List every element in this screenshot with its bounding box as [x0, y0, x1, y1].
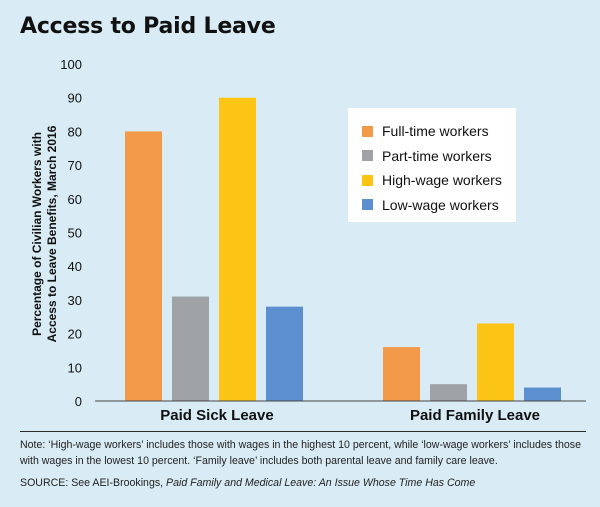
bar-chart: 0 10 20 30 40 50 60 70 80 90 100 Paid Sick Leave P…	[30, 57, 586, 424]
legend-swatch-part-time	[362, 150, 373, 162]
bar	[430, 384, 467, 401]
legend-item-full-time: Full-time workers	[362, 119, 516, 144]
legend-label-low-wage: Low-wage workers	[382, 196, 499, 213]
bar	[524, 387, 561, 401]
bar	[219, 97, 256, 401]
y-tick-label: 0	[75, 394, 82, 409]
legend-swatch-low-wage	[362, 199, 373, 211]
source-title: Paid Family and Medical Leave: An Issue …	[166, 477, 476, 489]
y-tick-label: 100	[60, 57, 82, 72]
legend-item-low-wage: Low-wage workers	[362, 193, 516, 218]
y-tick-label: 80	[68, 124, 82, 139]
y-tick-label: 30	[68, 293, 82, 308]
legend-label-high-wage: High-wage workers	[382, 172, 502, 189]
bars	[125, 97, 561, 401]
bar	[383, 347, 420, 401]
y-axis-label-line1: Percentage of Civilian Workers with	[30, 132, 44, 336]
y-tick-label: 10	[68, 360, 82, 375]
legend-swatch-high-wage	[362, 174, 373, 186]
chart-source: SOURCE: See AEI-Brookings, Paid Family a…	[20, 477, 586, 489]
legend-swatch-full-time	[362, 125, 373, 137]
y-tick-label: 20	[68, 327, 82, 342]
x-tick-label-paid-sick-leave: Paid Sick Leave	[160, 407, 273, 424]
y-tick-label: 90	[68, 91, 82, 106]
chart-title: Access to Paid Leave	[20, 14, 276, 39]
legend-label-full-time: Full-time workers	[382, 123, 489, 140]
x-tick-label-paid-family-leave: Paid Family Leave	[410, 407, 540, 424]
source-prefix: SOURCE: See AEI-Brookings,	[20, 477, 167, 489]
legend: Full-time workers Part-time workers High…	[348, 108, 516, 222]
y-axis-label-line2: Access to Leave Benefits, March 2016	[45, 125, 59, 342]
y-tick-label: 50	[68, 226, 82, 241]
legend-item-part-time: Part-time workers	[362, 144, 516, 169]
y-tick-label: 40	[68, 259, 82, 274]
footer-divider	[20, 431, 586, 432]
chart-note: Note: ‘High-wage workers’ includes those…	[20, 439, 581, 467]
bar	[477, 323, 514, 401]
y-axis: 0 10 20 30 40 50 60 70 80 90 100	[60, 57, 82, 409]
bar	[266, 306, 303, 401]
y-tick-label: 70	[68, 158, 82, 173]
y-tick-label: 60	[68, 192, 82, 207]
bar	[172, 296, 209, 401]
bar	[125, 131, 162, 401]
legend-item-high-wage: High-wage workers	[362, 168, 516, 193]
legend-label-part-time: Part-time workers	[382, 147, 492, 164]
